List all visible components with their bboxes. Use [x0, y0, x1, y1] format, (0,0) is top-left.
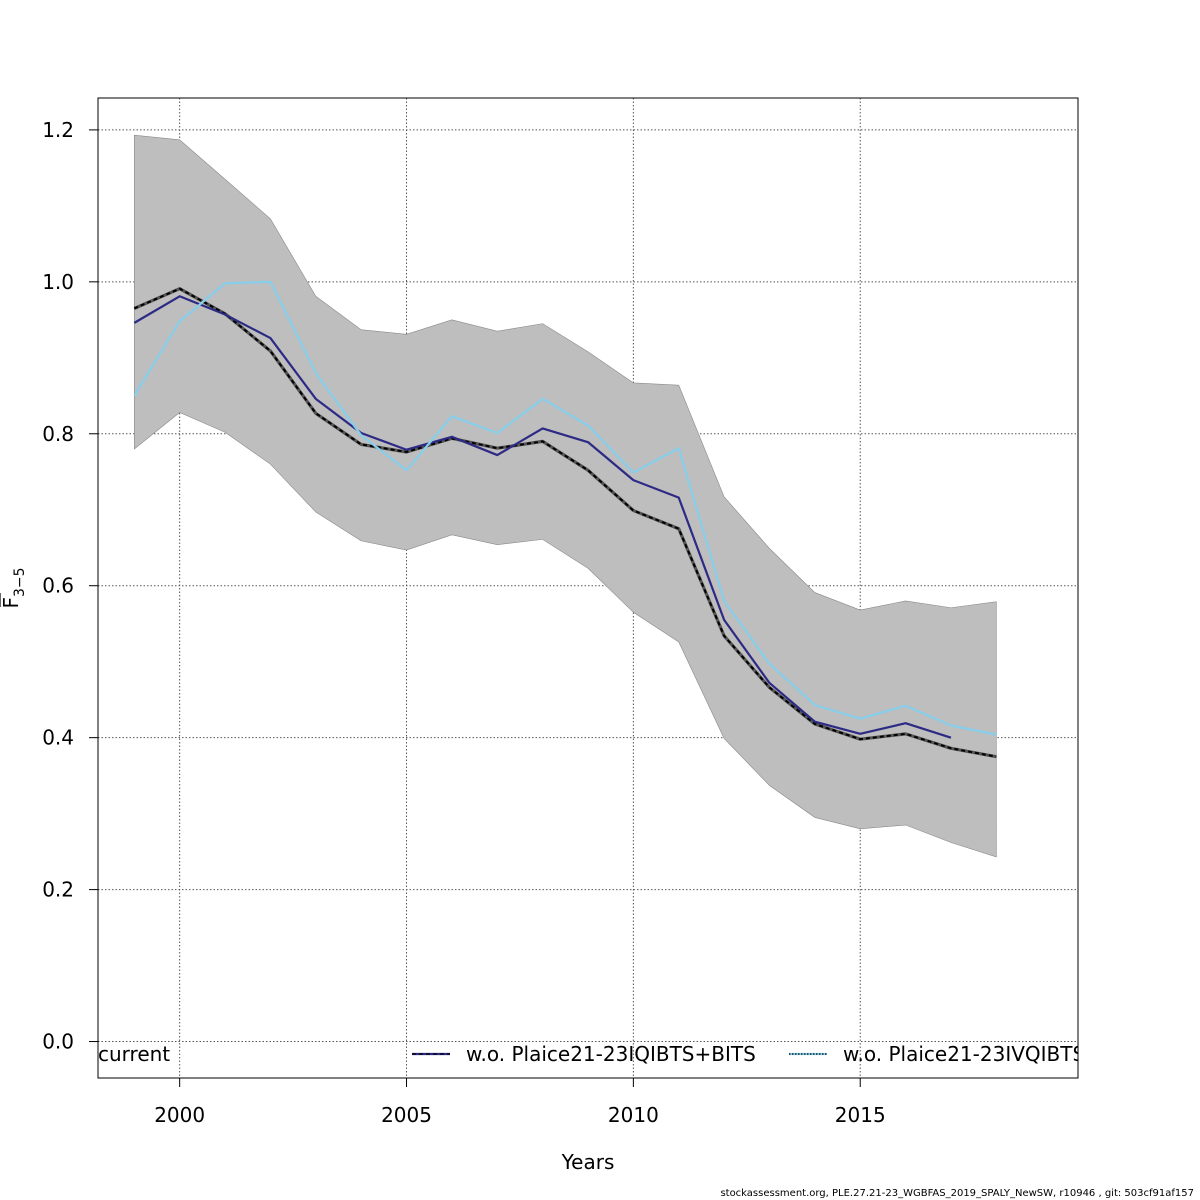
x-axis-title: Years: [561, 1150, 615, 1174]
x-tick-label-0: 2000: [154, 1103, 205, 1127]
svg-text:F3−5: F3−5: [0, 567, 28, 608]
legend-label-2: w.o. Plaice21-23IVQIBTS: [843, 1042, 1085, 1066]
series-line-1: [133, 295, 952, 739]
series-line-2: [133, 280, 997, 736]
y-tick-label-0: 0.0: [42, 1030, 74, 1054]
confidence-band-layer: [133, 134, 997, 858]
footer-text: stockassessment.org, PLE.27.21-23_WGBFAS…: [720, 1188, 1194, 1199]
x-tick-label-3: 2015: [835, 1103, 886, 1127]
y-tick-label-5: 1.0: [42, 270, 74, 294]
legend-label-0: current: [98, 1042, 170, 1066]
y-axis: 0.0 0.2 0.4 0.6 0.8 1.0 1.2: [42, 118, 98, 1054]
y-tick-label-4: 0.8: [42, 422, 74, 446]
plot-frame: [97, 97, 1079, 1079]
y-axis-title-sub: 3−5: [12, 567, 28, 597]
x-axis: 2000 2005 2010 2015: [154, 1078, 886, 1127]
legend: current w.o. Plaice21-23IQIBTS+BITS w.o. P…: [98, 1042, 1085, 1066]
legend-label-1: w.o. Plaice21-23IQIBTS+BITS: [466, 1042, 756, 1066]
series-layer: [133, 280, 997, 759]
x-tick-label-1: 2005: [381, 1103, 432, 1127]
y-tick-label-2: 0.4: [42, 726, 74, 750]
y-axis-title: F3−5: [0, 567, 28, 609]
y-tick-label-6: 1.2: [42, 118, 74, 142]
y-tick-label-1: 0.2: [42, 878, 74, 902]
series-line-0: [133, 287, 997, 758]
x-tick-label-2: 2010: [608, 1103, 659, 1127]
y-axis-title-main: F: [0, 597, 23, 609]
y-tick-label-3: 0.6: [42, 574, 74, 598]
confidence-band: [133, 134, 997, 858]
